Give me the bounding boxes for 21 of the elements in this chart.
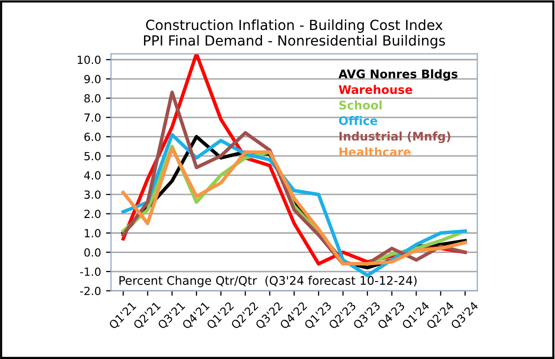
annotation: Percent Change Qtr/Qtr (Q3'24 forecast 10-12-24) — [119, 276, 417, 288]
y-tick-label: 5.0 — [84, 152, 101, 160]
text: Warehouse — [338, 84, 412, 94]
text: AVG Nonres Bldgs — [338, 69, 458, 81]
y-tick-label: 9.0 — [84, 74, 101, 84]
text: School — [339, 100, 382, 110]
y-tick-label: 0.0 — [84, 248, 101, 257]
chart-title: Construction Inflation - Building Cost Index PPI Final Demand - Nonresidential Buildings — [144, 19, 445, 48]
y-tick-label: 4.0 — [84, 171, 101, 180]
y-tick-label: 8.0 — [84, 94, 101, 103]
y-tick-label: 3.0 — [84, 190, 101, 199]
text: Industrial (Mnfg) — [340, 132, 450, 144]
y-tick-label: -2.0 — [80, 286, 101, 296]
y-tick-label: 10.0 — [78, 56, 101, 64]
y-tick-label: -1.0 — [80, 268, 101, 276]
y-tick-label: 2.0 — [84, 210, 101, 218]
y-tick-label: 6.0 — [84, 132, 101, 142]
y-tick-label: 7.0 — [84, 113, 101, 122]
text: Office — [339, 116, 378, 126]
text: Healthcare — [340, 147, 411, 156]
y-tick-label: 1.0 — [84, 228, 101, 238]
